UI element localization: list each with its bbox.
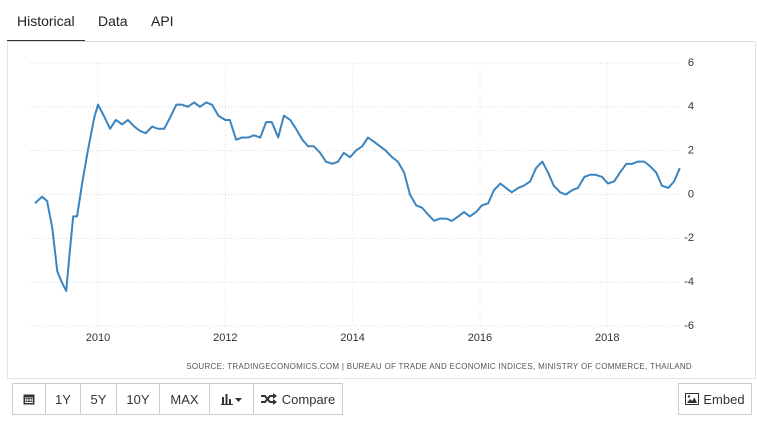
compare-label: Compare: [281, 391, 336, 407]
tab[interactable]: Data: [98, 13, 128, 29]
range-buttons: 1Y 5Y 10Y MAX Compare: [12, 383, 343, 415]
range-button[interactable]: 1Y: [45, 383, 81, 415]
embed-label: Embed: [703, 391, 745, 407]
range-button[interactable]: MAX: [159, 383, 210, 415]
y-tick-label: 2: [688, 145, 694, 157]
y-tick-label: 0: [688, 188, 694, 200]
y-tick-label: 4: [688, 101, 694, 113]
y-tick-label: -2: [684, 232, 694, 244]
y-tick-label: 6: [688, 57, 694, 69]
range-button[interactable]: 5Y: [80, 383, 117, 415]
embed-button[interactable]: Embed: [678, 383, 752, 415]
x-tick-label: 2012: [213, 332, 237, 344]
tab-divider: [7, 41, 755, 42]
x-tick-label: 2014: [340, 332, 364, 344]
compare-button[interactable]: Compare: [253, 383, 343, 415]
calendar-button[interactable]: [12, 383, 46, 415]
tab[interactable]: API: [151, 13, 174, 29]
source: SOURCE: TRADINGECONOMICS.COM | BUREAU OF…: [186, 362, 692, 371]
range-button[interactable]: 10Y: [116, 383, 160, 415]
chart-frame: [7, 42, 756, 379]
y-tick-label: -6: [684, 320, 694, 332]
y-tick-label: -4: [684, 276, 694, 288]
x-tick-label: 2016: [468, 332, 492, 344]
x-tick-label: 2018: [595, 332, 619, 344]
chart-type-button[interactable]: [209, 383, 254, 415]
x-tick-label: 2010: [86, 332, 110, 344]
data-line: [34, 101, 681, 292]
